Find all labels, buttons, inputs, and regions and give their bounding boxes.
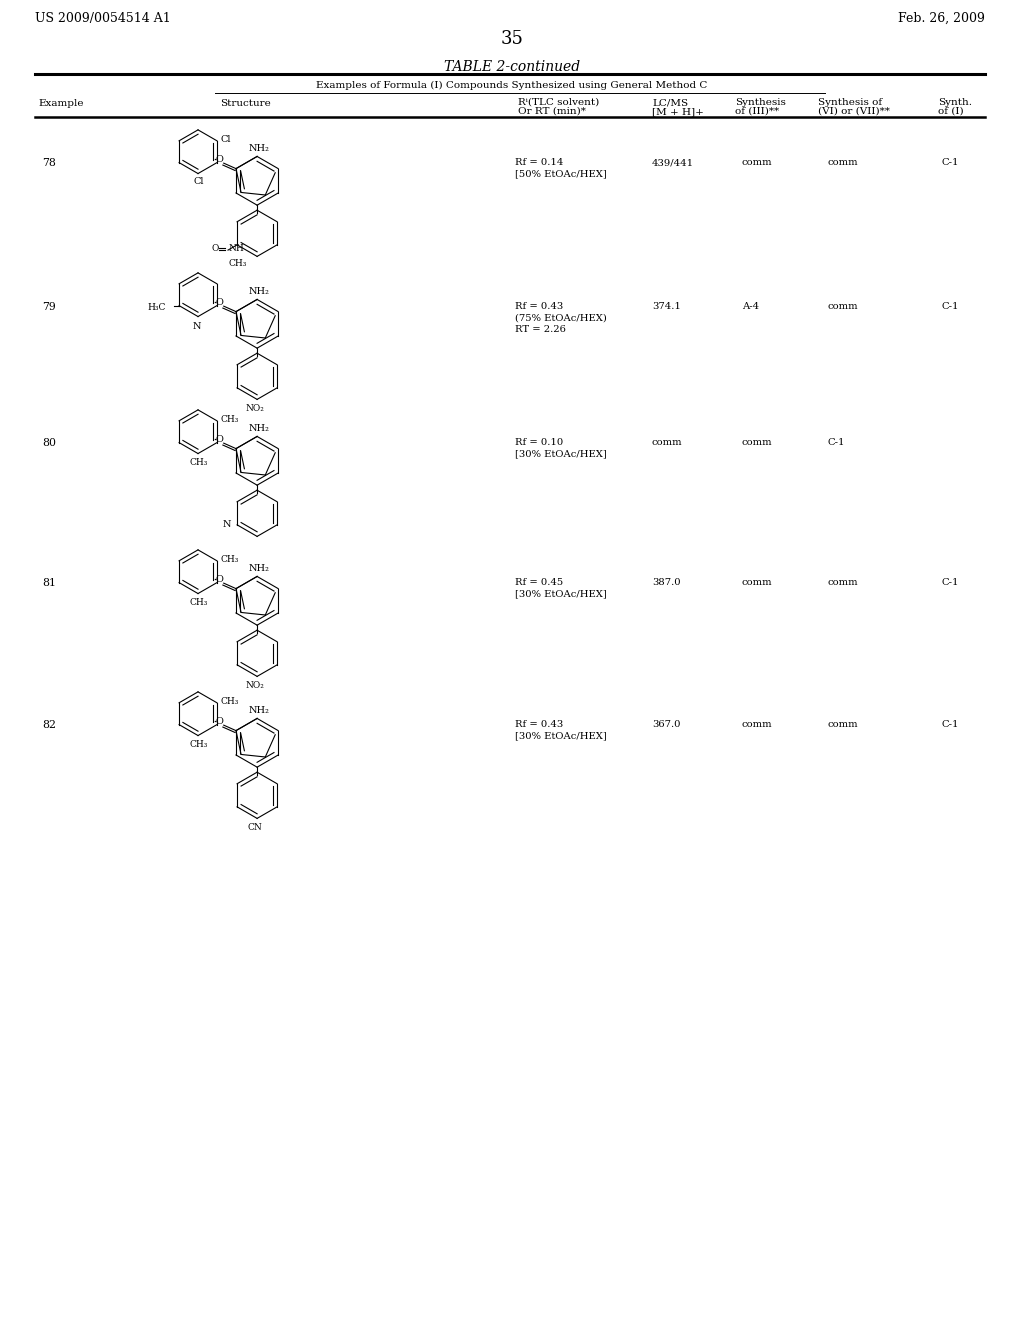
Text: Synthesis: Synthesis [735, 98, 785, 107]
Text: [30% EtOAc/HEX]: [30% EtOAc/HEX] [515, 590, 607, 598]
Text: Example: Example [38, 99, 84, 108]
Text: O: O [215, 298, 223, 308]
Text: NH₂: NH₂ [249, 424, 269, 433]
Text: comm: comm [828, 158, 859, 168]
Text: (VI) or (VII)**: (VI) or (VII)** [818, 107, 890, 116]
Text: NH₂: NH₂ [249, 564, 269, 573]
Text: (75% EtOAc/HEX): (75% EtOAc/HEX) [515, 314, 607, 322]
Text: Examples of Formula (I) Compounds Synthesized using General Method C: Examples of Formula (I) Compounds Synthe… [316, 81, 708, 90]
Text: of (III)**: of (III)** [735, 107, 779, 116]
Text: 35: 35 [501, 30, 523, 48]
Text: comm: comm [742, 578, 773, 587]
Text: Rf = 0.43: Rf = 0.43 [515, 719, 563, 729]
Text: C-1: C-1 [828, 438, 846, 447]
Text: 82: 82 [42, 719, 56, 730]
Text: CH₃: CH₃ [220, 554, 239, 564]
Text: C-1: C-1 [942, 302, 959, 312]
Text: NH₂: NH₂ [249, 286, 269, 296]
Text: O: O [215, 576, 223, 583]
Text: C-1: C-1 [942, 578, 959, 587]
Text: [30% EtOAc/HEX]: [30% EtOAc/HEX] [515, 731, 607, 741]
Text: Cl: Cl [220, 135, 230, 144]
Text: comm: comm [742, 438, 773, 447]
Text: 79: 79 [42, 302, 55, 312]
Text: 367.0: 367.0 [652, 719, 681, 729]
Text: NH₂: NH₂ [249, 144, 269, 153]
Text: CH₃: CH₃ [189, 739, 208, 748]
Text: [50% EtOAc/HEX]: [50% EtOAc/HEX] [515, 169, 607, 178]
Text: O: O [215, 717, 223, 726]
Text: Rf = 0.45: Rf = 0.45 [515, 578, 563, 587]
Text: TABLE 2-continued: TABLE 2-continued [444, 59, 580, 74]
Text: NH: NH [228, 244, 245, 253]
Text: C-1: C-1 [942, 158, 959, 168]
Text: Rf = 0.10: Rf = 0.10 [515, 438, 563, 447]
Text: 78: 78 [42, 158, 56, 168]
Text: O: O [212, 244, 219, 253]
Text: CH₃: CH₃ [189, 458, 208, 467]
Text: 80: 80 [42, 438, 56, 447]
Text: Or RT (min)*: Or RT (min)* [518, 107, 586, 116]
Text: Cl: Cl [194, 177, 204, 186]
Text: H₃C: H₃C [147, 302, 166, 312]
Text: NO₂: NO₂ [246, 404, 264, 413]
Text: US 2009/0054514 A1: US 2009/0054514 A1 [35, 12, 171, 25]
Text: Synth.: Synth. [938, 98, 972, 107]
Text: comm: comm [742, 719, 773, 729]
Text: NO₂: NO₂ [246, 681, 264, 689]
Text: 374.1: 374.1 [652, 302, 681, 312]
Text: Rf = 0.43: Rf = 0.43 [515, 302, 563, 312]
Text: O: O [215, 434, 223, 444]
Text: comm: comm [828, 302, 859, 312]
Text: CH₃: CH₃ [228, 259, 247, 268]
Text: 387.0: 387.0 [652, 578, 681, 587]
Text: comm: comm [828, 719, 859, 729]
Text: Synthesis of: Synthesis of [818, 98, 882, 107]
Text: O: O [215, 154, 223, 164]
Text: 439/441: 439/441 [652, 158, 694, 168]
Text: C-1: C-1 [942, 719, 959, 729]
Text: Rf = 0.14: Rf = 0.14 [515, 158, 563, 168]
Text: CH₃: CH₃ [220, 414, 239, 424]
Text: [30% EtOAc/HEX]: [30% EtOAc/HEX] [515, 450, 607, 458]
Text: RT = 2.26: RT = 2.26 [515, 325, 566, 334]
Text: comm: comm [828, 578, 859, 587]
Text: of (I): of (I) [938, 107, 964, 116]
Text: N: N [193, 322, 202, 330]
Text: Structure: Structure [220, 99, 270, 108]
Text: CN: CN [248, 822, 262, 832]
Text: Feb. 26, 2009: Feb. 26, 2009 [898, 12, 985, 25]
Text: 81: 81 [42, 578, 56, 587]
Text: comm: comm [652, 438, 683, 447]
Text: NH₂: NH₂ [249, 706, 269, 715]
Text: CH₃: CH₃ [220, 697, 239, 706]
Text: [M + H]+: [M + H]+ [652, 107, 703, 116]
Text: A-4: A-4 [742, 302, 759, 312]
Text: LC/MS: LC/MS [652, 98, 688, 107]
Text: N: N [222, 520, 231, 529]
Text: CH₃: CH₃ [189, 598, 208, 607]
Text: comm: comm [742, 158, 773, 168]
Text: Rⁱ(TLC solvent): Rⁱ(TLC solvent) [518, 98, 599, 107]
